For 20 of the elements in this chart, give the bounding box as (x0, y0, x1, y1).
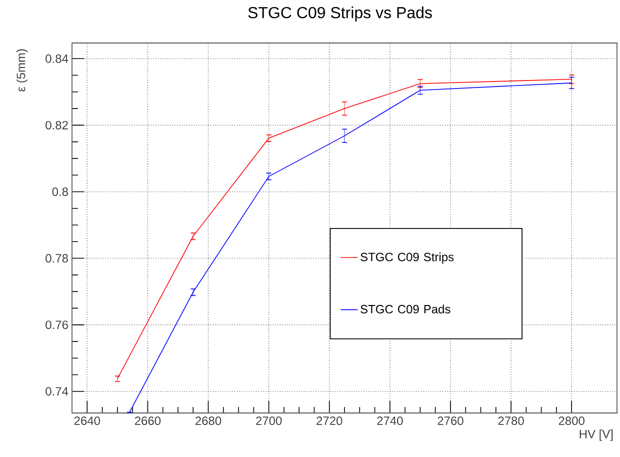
x-tick-label: 2780 (498, 416, 524, 426)
y-tick-label: 0.78 (46, 254, 68, 263)
legend-label: STGC C09 Pads (360, 304, 450, 314)
x-tick-label: 2640 (74, 416, 100, 426)
chart-title: STGC C09 Strips vs Pads (248, 6, 432, 22)
y-tick-label: 0.82 (46, 120, 68, 130)
y-tick-label: 0.76 (46, 320, 68, 330)
y-tick-label: 0.8 (52, 187, 68, 196)
x-tick-label: 2720 (316, 416, 342, 426)
x-tick-label: 2740 (377, 416, 403, 426)
x-tick-label: 2680 (196, 416, 222, 426)
y-tick-label: 0.84 (46, 54, 68, 63)
x-tick-label: 2660 (134, 416, 161, 426)
y-axis-title: ε (5mm) (16, 49, 28, 92)
x-tick-label: 2760 (438, 416, 464, 426)
x-tick-label: 2700 (256, 416, 282, 426)
x-axis-title: HV [V] (580, 430, 613, 441)
legend-label: STGC C09 Strips (360, 252, 454, 264)
y-tick-label: 0.74 (46, 387, 68, 396)
x-tick-label: 2800 (558, 416, 584, 426)
